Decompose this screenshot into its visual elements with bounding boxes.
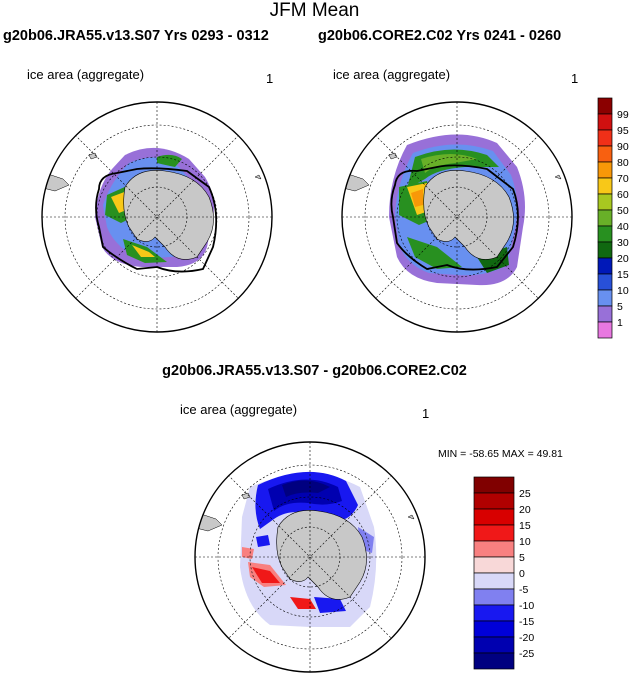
colorbar-tick-label: -20: [519, 632, 534, 644]
difference-polar-map: [194, 441, 426, 673]
colorbar-swatch: [597, 257, 613, 275]
colorbar-swatch: [597, 209, 613, 227]
colorbar-swatch: [473, 476, 515, 494]
colorbar-swatch: [473, 604, 515, 622]
colorbar-swatch: [473, 556, 515, 574]
colorbar-tick-label: 5: [617, 301, 623, 313]
ice-concentration-colorbar: 99 95 90 80 70 60 50 40 30 20 15 10 5 1: [597, 97, 629, 339]
colorbar-swatch: [597, 113, 613, 131]
right-panel-label: ice area (aggregate): [333, 67, 451, 82]
colorbar-tick-label: 50: [617, 205, 629, 217]
right-panel-number: 1: [571, 71, 579, 86]
main-title: JFM Mean: [269, 0, 360, 21]
colorbar-tick-label: -25: [519, 648, 534, 660]
colorbar-tick-label: 40: [617, 221, 629, 233]
colorbar-tick-label: -15: [519, 616, 534, 628]
colorbar-swatch: [597, 177, 613, 195]
right-polar-map: [341, 101, 573, 333]
colorbar-swatch: [473, 636, 515, 654]
colorbar-tick-label: 90: [617, 141, 629, 153]
colorbar-swatch: [597, 273, 613, 291]
colorbar-swatch: [473, 652, 515, 670]
colorbar-tick-label: -10: [519, 600, 534, 612]
left-panel-number: 1: [266, 71, 274, 86]
difference-panel-title: g20b06.JRA55.v13.S07 - g20b06.CORE2.C02: [162, 363, 467, 379]
colorbar-swatch: [597, 289, 613, 307]
colorbar-tick-label: 70: [617, 173, 629, 185]
colorbar-tick-label: 30: [617, 237, 629, 249]
colorbar-swatch: [597, 241, 613, 259]
difference-colorbar: 25 20 15 10 5 0 -5 -10 -15 -20 -25: [473, 476, 534, 670]
colorbar-tick-label: 10: [617, 285, 629, 297]
left-polar-map: [41, 101, 273, 333]
colorbar-tick-label: 0: [519, 568, 525, 580]
colorbar-tick-label: 99: [617, 109, 629, 121]
colorbar-tick-label: 60: [617, 189, 629, 201]
colorbar-tick-label: 1: [617, 317, 623, 329]
colorbar-swatch: [597, 321, 613, 339]
left-panel-title: g20b06.JRA55.v13.S07 Yrs 0293 - 0312: [3, 28, 269, 44]
colorbar-swatch: [473, 540, 515, 558]
colorbar-swatch: [473, 572, 515, 590]
colorbar-swatch: [597, 193, 613, 211]
colorbar-tick-label: 10: [519, 536, 531, 548]
min-max-readout: MIN = -58.65 MAX = 49.81: [438, 448, 563, 460]
colorbar-swatch: [597, 225, 613, 243]
colorbar-tick-label: -5: [519, 584, 528, 596]
colorbar-swatch: [597, 129, 613, 147]
difference-panel-label: ice area (aggregate): [180, 402, 298, 417]
colorbar-tick-label: 80: [617, 157, 629, 169]
colorbar-tick-label: 15: [519, 520, 531, 532]
colorbar-swatch: [473, 588, 515, 606]
colorbar-swatch: [473, 508, 515, 526]
colorbar-swatch: [597, 145, 613, 163]
colorbar-tick-label: 20: [519, 504, 531, 516]
colorbar-swatch: [473, 492, 515, 510]
difference-panel-number: 1: [422, 406, 430, 421]
colorbar-swatch: [473, 524, 515, 542]
colorbar-tick-label: 20: [617, 253, 629, 265]
colorbar-swatch: [597, 97, 613, 115]
colorbar-tick-label: 5: [519, 552, 525, 564]
colorbar-tick-label: 95: [617, 125, 629, 137]
colorbar-swatch: [473, 620, 515, 638]
colorbar-swatch: [597, 305, 613, 323]
colorbar-tick-label: 15: [617, 269, 629, 281]
colorbar-swatch: [597, 161, 613, 179]
right-panel-title: g20b06.CORE2.C02 Yrs 0241 - 0260: [318, 28, 562, 44]
left-panel-label: ice area (aggregate): [27, 67, 145, 82]
colorbar-tick-label: 25: [519, 488, 531, 500]
